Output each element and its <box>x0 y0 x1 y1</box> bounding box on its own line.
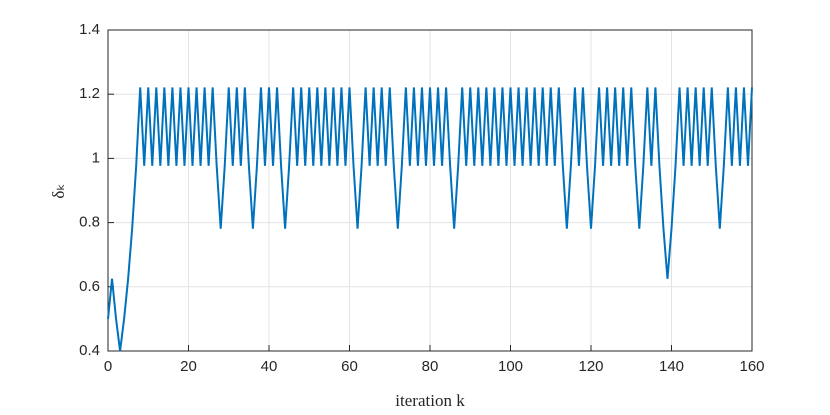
y-tick-label: 1 <box>92 149 100 166</box>
x-tick-label: 40 <box>261 358 278 375</box>
y-tick-label: 0.6 <box>79 278 100 295</box>
x-tick-label: 140 <box>659 358 684 375</box>
y-tick-label: 1.2 <box>79 85 100 102</box>
x-tick-label: 0 <box>104 358 112 375</box>
y-tick-label: 0.4 <box>79 342 100 359</box>
x-tick-label: 160 <box>739 358 764 375</box>
x-tick-label: 120 <box>578 358 603 375</box>
x-tick-label: 60 <box>341 358 358 375</box>
x-axis-label: iteration k <box>395 391 465 410</box>
x-tick-label: 20 <box>180 358 197 375</box>
x-tick-label: 100 <box>498 358 523 375</box>
y-tick-label: 0.8 <box>79 214 100 231</box>
y-axis-label: δₖ <box>49 183 68 198</box>
data-line <box>107 87 753 352</box>
x-tick-label: 80 <box>422 358 439 375</box>
y-tick-label: 1.4 <box>79 21 100 38</box>
plot-frame <box>107 29 753 352</box>
